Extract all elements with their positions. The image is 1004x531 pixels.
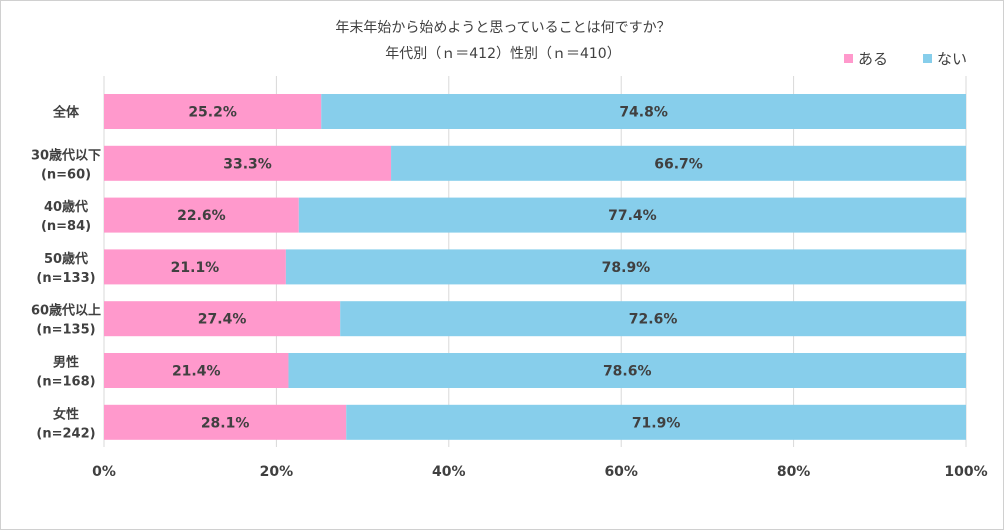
value-label-nai-0: 74.8% xyxy=(619,105,668,121)
category-sublabel-2: (n=84) xyxy=(41,219,91,234)
x-tick-label-60: 60% xyxy=(604,464,638,480)
bar-aru-4 xyxy=(104,301,341,337)
x-tick-label-20: 20% xyxy=(260,464,294,480)
category-label-1: 30歳代以下 xyxy=(31,147,101,163)
bar-nai-0 xyxy=(321,94,966,129)
category-label-5: 男性 xyxy=(53,355,79,371)
x-tick-label-40: 40% xyxy=(432,464,466,480)
bar-aru-1 xyxy=(104,145,392,181)
value-label-aru-1: 33.3% xyxy=(223,156,272,172)
value-label-nai-3: 78.9% xyxy=(602,260,651,276)
category-sublabel-6: (n=242) xyxy=(36,426,95,441)
bar-nai-5 xyxy=(288,353,966,388)
chart-title: 年末年始から始めようと思っていることは何ですか？ xyxy=(335,20,670,36)
bar-aru-5 xyxy=(104,353,289,388)
category-label-4: 60歳代以上 xyxy=(31,303,101,319)
value-label-nai-4: 72.6% xyxy=(629,312,678,328)
bars: 25.2% 74.8% 33.3% 66.7% 22.6% 77.4% 21.1% 78.9%… xyxy=(104,94,967,440)
value-label-nai-5: 78.6% xyxy=(603,364,652,380)
bar-aru-0 xyxy=(104,94,322,129)
value-label-nai-1: 66.7% xyxy=(654,156,703,172)
bar-nai-1 xyxy=(391,145,966,181)
category-label-3: 50歳代 xyxy=(44,251,88,267)
y-axis-categories: 全体 30歳代以下 (n=60) 40歳代 (n=84) 50歳代 (n=133) 60歳代以… xyxy=(31,105,101,442)
value-label-aru-0: 25.2% xyxy=(188,105,237,121)
legend-label-nai: ない xyxy=(937,50,967,68)
bar-aru-2 xyxy=(104,197,299,233)
x-tick-label-0: 0% xyxy=(92,464,116,480)
legend-swatch-aru xyxy=(844,54,853,63)
x-axis-ticks: 0% 20% 40% 60% 80% 100% xyxy=(92,464,988,480)
bar-nai-6 xyxy=(346,404,966,440)
x-tick-label-80: 80% xyxy=(777,464,811,480)
category-label-6: 女性 xyxy=(53,406,79,422)
value-label-nai-6: 71.9% xyxy=(632,415,681,431)
value-label-aru-6: 28.1% xyxy=(201,415,250,431)
legend: ある ない xyxy=(844,50,967,68)
x-tick-label-100: 100% xyxy=(944,464,987,480)
value-label-aru-3: 21.1% xyxy=(171,260,220,276)
category-label-0: 全体 xyxy=(52,105,80,121)
bar-nai-3 xyxy=(285,249,967,285)
legend-label-aru: ある xyxy=(858,50,888,68)
bar-nai-4 xyxy=(340,301,966,337)
legend-swatch-nai xyxy=(923,54,932,63)
value-label-aru-5: 21.4% xyxy=(172,364,221,380)
value-label-aru-2: 22.6% xyxy=(177,208,226,224)
value-label-aru-4: 27.4% xyxy=(198,312,247,328)
bar-aru-6 xyxy=(104,404,347,440)
bar-aru-3 xyxy=(104,249,286,285)
category-label-2: 40歳代 xyxy=(44,199,88,215)
value-label-nai-2: 77.4% xyxy=(608,208,657,224)
category-sublabel-1: (n=60) xyxy=(41,167,91,182)
category-sublabel-3: (n=133) xyxy=(36,271,95,286)
chart-subtitle: 年代別（ｎ＝412）性別（ｎ＝410） xyxy=(385,46,620,62)
category-sublabel-5: (n=168) xyxy=(36,375,95,390)
category-sublabel-4: (n=135) xyxy=(36,323,95,338)
bar-nai-2 xyxy=(298,197,966,233)
